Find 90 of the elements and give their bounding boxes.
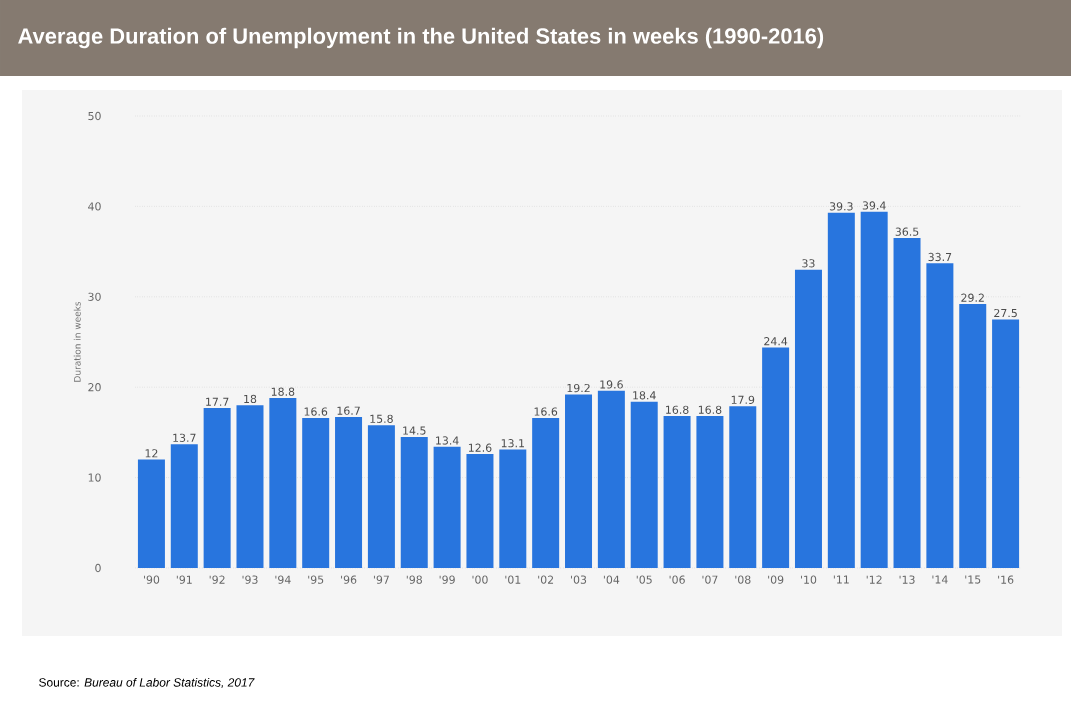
data-label: 16.8 [666, 405, 689, 414]
chart-title: Average Duration of Unemployment in the United States in weeks (1990-2016) [18, 27, 824, 49]
y-tick-label: 20 [88, 383, 101, 392]
bar [762, 347, 790, 568]
data-label: 39.3 [829, 202, 853, 211]
source-note: Source: Bureau of Labor Statistics, 2017 [39, 677, 255, 689]
bar [794, 269, 822, 568]
data-label: 33 [802, 259, 815, 268]
data-label: 19.6 [600, 380, 623, 389]
bar [860, 211, 888, 568]
bar [466, 454, 494, 568]
x-tick-label: '97 [373, 575, 389, 584]
x-tick-label: '07 [702, 575, 718, 584]
y-tick-label: 50 [88, 111, 101, 121]
data-label: 12 [145, 449, 158, 458]
bar [959, 304, 987, 568]
bar [992, 319, 1020, 568]
bar [400, 436, 428, 568]
x-tick-label: '06 [669, 575, 685, 584]
bar [630, 401, 658, 568]
x-tick-label: '13 [899, 575, 915, 584]
x-tick-label: '12 [866, 575, 882, 584]
data-label: 29.2 [961, 293, 984, 302]
data-label: 17.7 [206, 397, 229, 406]
bar [203, 407, 231, 568]
data-label: 18.8 [271, 387, 295, 396]
data-label: 14.5 [403, 426, 426, 435]
x-tick-label: '02 [538, 575, 554, 584]
data-label: 39.4 [862, 201, 886, 210]
y-tick-label: 10 [88, 473, 101, 482]
bar [893, 238, 921, 568]
x-tick-label: '04 [603, 575, 620, 584]
bar [729, 406, 757, 568]
x-tick-label: '05 [636, 575, 652, 584]
x-tick-label: '10 [801, 575, 817, 584]
x-tick-label: '03 [571, 575, 587, 584]
bar [302, 417, 330, 568]
bar [926, 263, 954, 568]
bar [597, 390, 625, 568]
x-tick-label: '93 [242, 575, 258, 584]
bar [236, 405, 264, 568]
data-label: 13.7 [173, 433, 196, 442]
bar [827, 212, 855, 568]
x-tick-label: '90 [144, 575, 160, 584]
data-label: 12.6 [468, 443, 492, 452]
x-tick-label: '92 [209, 575, 225, 584]
data-label: 19.2 [567, 383, 590, 393]
bar [367, 425, 395, 568]
x-tick-label: '98 [406, 575, 422, 584]
bar [269, 398, 297, 568]
data-label: 27.5 [994, 308, 1017, 318]
x-tick-label: '14 [932, 575, 948, 584]
bar [433, 446, 461, 568]
bar [565, 394, 593, 568]
data-label: 24.4 [764, 337, 788, 346]
data-label: 18.4 [633, 391, 656, 400]
bar [696, 416, 724, 568]
data-label: 16.8 [698, 405, 722, 414]
bar [663, 416, 691, 568]
y-tick-label: 40 [88, 202, 101, 211]
x-tick-label: '08 [735, 575, 751, 584]
y-tick-label: 30 [88, 292, 101, 301]
data-label: 16.7 [337, 406, 360, 415]
data-label: 16.6 [534, 407, 558, 416]
y-axis-title: Duration in weeks [73, 301, 81, 382]
bar [137, 459, 165, 568]
data-label: 13.4 [436, 436, 459, 445]
x-tick-label: '91 [176, 575, 192, 584]
data-label: 16.6 [304, 407, 328, 416]
data-label: 18 [244, 394, 257, 404]
x-tick-label: '00 [472, 575, 488, 584]
x-tick-label: '09 [768, 575, 784, 584]
bar [335, 417, 363, 568]
x-tick-label: '95 [308, 575, 324, 584]
x-tick-label: '01 [505, 575, 521, 584]
data-label: 17.9 [731, 395, 755, 404]
data-label: 36.5 [895, 227, 919, 236]
x-tick-label: '94 [275, 575, 291, 584]
bar [532, 417, 560, 568]
x-tick-label: '96 [341, 575, 357, 584]
data-label: 13.1 [501, 439, 524, 448]
y-tick-label: 0 [95, 563, 101, 573]
bar [499, 449, 527, 568]
x-tick-label: '16 [998, 575, 1014, 584]
x-tick-label: '99 [439, 575, 455, 584]
bar [170, 444, 198, 568]
data-label: 33.7 [928, 252, 952, 262]
data-label: 15.8 [370, 414, 393, 423]
x-tick-label: '11 [833, 575, 849, 584]
x-tick-label: '15 [965, 575, 981, 584]
